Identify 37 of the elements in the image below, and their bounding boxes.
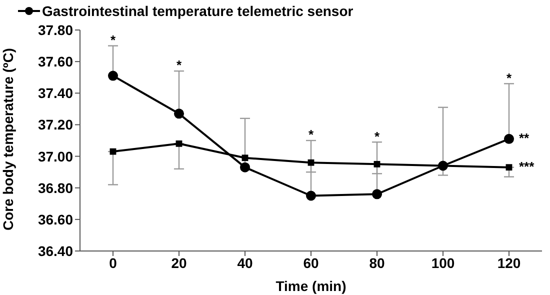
y-tick-label: 37.60: [38, 54, 74, 70]
annotation: *: [110, 32, 116, 48]
x-tick-label: 40: [237, 254, 253, 271]
point: [176, 140, 182, 147]
annotation: *: [374, 128, 380, 144]
y-tick-label: 36.40: [38, 242, 74, 259]
annotation: *: [308, 127, 314, 142]
point: [242, 154, 248, 162]
point: [374, 160, 380, 168]
x-tick-label: 20: [171, 254, 187, 271]
x-tick-label: 80: [369, 254, 385, 271]
point: [504, 134, 514, 144]
point: [306, 190, 316, 201]
y-tick-label: 37.80: [38, 22, 74, 38]
point: [174, 108, 184, 119]
point: [372, 189, 382, 200]
y-axis-title: Core body temperature (ºC): [0, 48, 16, 230]
legend-label: Gastrointestinal temperature telemetric sensor: [42, 3, 354, 19]
x-axis-title: Time (min): [276, 278, 346, 294]
annotation: **: [519, 130, 530, 146]
point: [506, 164, 512, 171]
annotation: *: [176, 58, 182, 73]
y-tick-label: 37.00: [38, 148, 74, 164]
y-tick-label: 36.80: [38, 180, 74, 196]
annotation: ***: [519, 158, 536, 174]
x-tick-label: 100: [431, 254, 455, 271]
point: [240, 162, 250, 172]
y-tick-label: 37.40: [38, 85, 74, 102]
point: [308, 159, 314, 166]
x-tick-label: 0: [109, 254, 118, 271]
y-tick-label: 36.60: [38, 211, 74, 228]
x-tick-label: 120: [497, 254, 521, 271]
point: [110, 148, 116, 155]
x-tick-label: 60: [303, 254, 319, 271]
annotation: *: [506, 70, 512, 86]
y-tick-label: 37.20: [38, 116, 74, 133]
point: [108, 70, 118, 81]
